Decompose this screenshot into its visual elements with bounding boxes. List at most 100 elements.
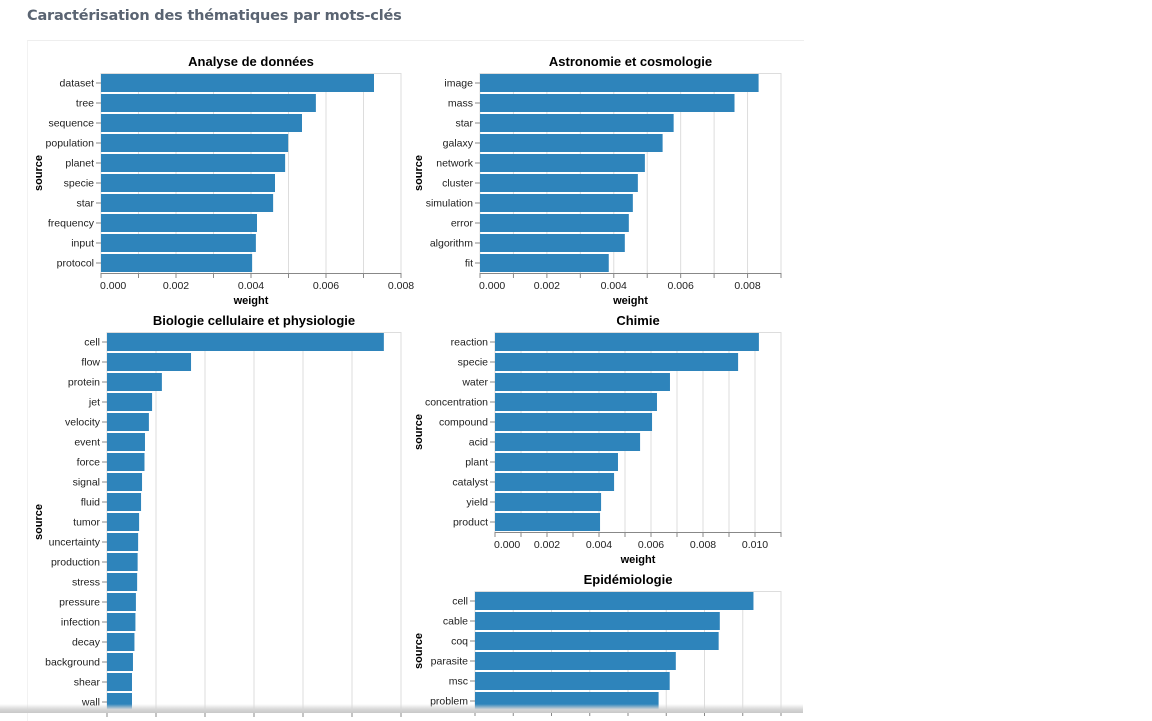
x-tick-label: 0.000 [479, 280, 505, 292]
bar-tumor [107, 513, 140, 531]
bar-population [101, 134, 289, 152]
bar-dataset [101, 74, 374, 92]
bar-concentration [495, 393, 657, 411]
y-tick-label: coq [451, 636, 468, 648]
bar-msc [475, 672, 670, 690]
y-tick-label: plant [465, 457, 488, 469]
y-tick-label: parasite [431, 656, 469, 668]
x-tick-label: 0.008 [388, 280, 414, 292]
y-tick-label: network [436, 158, 474, 170]
y-tick-label: error [451, 218, 474, 230]
bar-protocol [101, 254, 253, 272]
y-tick-label: cable [443, 616, 468, 628]
x-tick-label: 0.004 [238, 280, 264, 292]
bar-fit [480, 254, 609, 272]
x-tick-label: 0.010 [742, 539, 768, 551]
x-tick-label: 0.006 [668, 280, 694, 292]
x-tick-label: 0.004 [601, 280, 627, 292]
y-tick-label: specie [458, 357, 489, 369]
y-tick-label: pressure [59, 597, 100, 609]
chart-3: Chimie reaction specie water concentration co… [413, 313, 782, 566]
y-tick-label: stress [72, 577, 100, 589]
bar-algorithm [480, 234, 625, 252]
chart-2: Biologie cellulaire et physiologie cell fl… [33, 313, 402, 717]
y-tick-label: mass [448, 98, 473, 110]
bar-water [495, 373, 670, 391]
y-tick-label: force [77, 457, 101, 469]
y-tick-label: specie [64, 178, 95, 190]
y-tick-label: star [455, 118, 473, 130]
y-tick-label: msc [449, 676, 468, 688]
y-tick-label: simulation [426, 198, 473, 210]
y-tick-label: fluid [81, 497, 100, 509]
chart-0: Analyse de données dataset tree sequence pop… [33, 54, 414, 307]
horizontal-scrollbar[interactable] [0, 704, 803, 713]
bar-acid [495, 433, 641, 451]
x-tick-label: 0.000 [100, 280, 126, 292]
y-tick-label: uncertainty [49, 537, 101, 549]
bar-cable [475, 612, 720, 630]
y-axis-title: source [33, 155, 45, 191]
y-tick-label: galaxy [443, 138, 474, 150]
y-tick-label: population [46, 138, 95, 150]
bar-reaction [495, 333, 759, 351]
y-tick-label: planet [65, 158, 94, 170]
y-tick-label: algorithm [430, 238, 473, 250]
y-tick-label: cell [84, 337, 100, 349]
y-tick-label: dataset [60, 78, 95, 90]
x-tick-label: 0.002 [534, 280, 560, 292]
bar-velocity [107, 413, 149, 431]
x-tick-label: 0.008 [690, 539, 716, 551]
bar-mass [480, 94, 735, 112]
bar-decay [107, 633, 135, 651]
bar-sequence [101, 114, 302, 132]
bar-specie [101, 174, 275, 192]
y-tick-label: water [461, 377, 488, 389]
y-tick-label: frequency [48, 218, 95, 230]
bar-force [107, 453, 145, 471]
bar-yield [495, 493, 602, 511]
bar-event [107, 433, 145, 451]
bar-galaxy [480, 134, 663, 152]
bar-cell [475, 592, 754, 610]
y-tick-label: jet [88, 397, 100, 409]
y-tick-label: decay [72, 637, 101, 649]
x-axis-title: weight [233, 295, 269, 307]
chart-title: Analyse de données [188, 54, 314, 69]
y-tick-label: signal [73, 477, 100, 489]
y-axis-title: source [413, 155, 425, 191]
x-tick-label: 0.000 [494, 539, 520, 551]
y-tick-label: velocity [65, 417, 101, 429]
x-tick-label: 0.002 [534, 539, 560, 551]
bar-jet [107, 393, 153, 411]
bar-flow [107, 353, 192, 371]
y-tick-label: star [76, 198, 94, 210]
chart-title: Biologie cellulaire et physiologie [153, 313, 355, 328]
bar-simulation [480, 194, 633, 212]
bar-cluster [480, 174, 638, 192]
y-tick-label: fit [465, 258, 473, 270]
y-tick-label: shear [74, 677, 101, 689]
y-tick-label: cell [452, 596, 468, 608]
bar-production [107, 553, 138, 571]
bar-pressure [107, 593, 136, 611]
bar-plant [495, 453, 618, 471]
bar-infection [107, 613, 136, 631]
y-tick-label: reaction [451, 337, 489, 349]
bar-error [480, 214, 629, 232]
bar-shear [107, 673, 132, 691]
bar-image [480, 74, 759, 92]
y-tick-label: acid [469, 437, 488, 449]
x-tick-label: 0.002 [163, 280, 189, 292]
y-axis-title: source [413, 414, 425, 450]
charts-card [27, 40, 804, 721]
x-tick-label: 0.004 [586, 539, 612, 551]
y-tick-label: input [71, 238, 94, 250]
y-tick-label: protein [68, 377, 100, 389]
y-tick-label: background [45, 657, 100, 669]
bar-fluid [107, 493, 142, 511]
y-axis-title: source [413, 633, 425, 669]
bar-background [107, 653, 133, 671]
bar-specie [495, 353, 739, 371]
bar-tree [101, 94, 316, 112]
